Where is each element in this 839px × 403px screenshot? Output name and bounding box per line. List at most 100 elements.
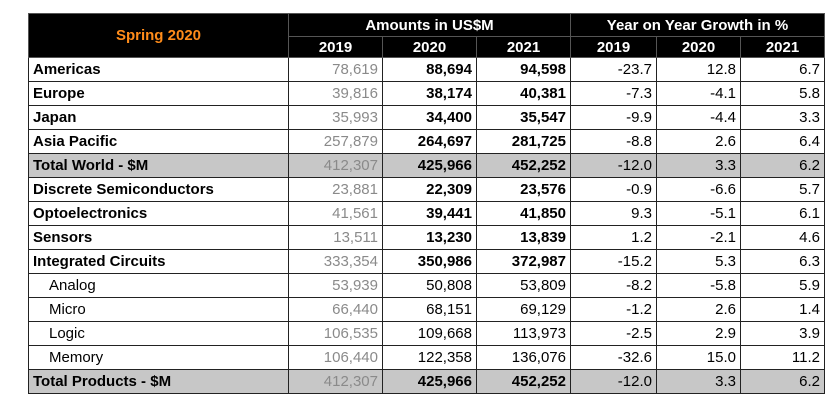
row-label: Optoelectronics bbox=[28, 201, 289, 226]
growth-2019: 1.2 bbox=[570, 225, 657, 250]
growth-2020: 2.9 bbox=[656, 321, 741, 346]
growth-2019: -1.2 bbox=[570, 297, 657, 322]
growth-2019: -15.2 bbox=[570, 249, 657, 274]
amount-2020: 39,441 bbox=[382, 201, 477, 226]
corner-label: Spring 2020 bbox=[28, 13, 289, 58]
growth-2021: 5.7 bbox=[740, 177, 825, 202]
amount-2021: 23,576 bbox=[476, 177, 571, 202]
amount-2020: 350,986 bbox=[382, 249, 477, 274]
amount-2019: 106,535 bbox=[288, 321, 383, 346]
amount-2019: 35,993 bbox=[288, 105, 383, 130]
row-label: Americas bbox=[28, 57, 289, 82]
amount-2019: 53,939 bbox=[288, 273, 383, 298]
amount-2021: 69,129 bbox=[476, 297, 571, 322]
amount-2021: 452,252 bbox=[476, 369, 571, 394]
amount-2019: 257,879 bbox=[288, 129, 383, 154]
table-row: Integrated Circuits 333,354 350,986 372,… bbox=[28, 249, 825, 274]
year-header-2021: 2021 bbox=[476, 36, 571, 58]
growth-year-header-2020: 2020 bbox=[656, 36, 741, 58]
amount-2021: 281,725 bbox=[476, 129, 571, 154]
row-label: Total World - $M bbox=[28, 153, 289, 178]
table-row: Memory 106,440 122,358 136,076 -32.6 15.… bbox=[28, 345, 825, 370]
amount-2021: 452,252 bbox=[476, 153, 571, 178]
table-row: Sensors 13,511 13,230 13,839 1.2 -2.1 4.… bbox=[28, 225, 825, 250]
growth-2020: -5.8 bbox=[656, 273, 741, 298]
growth-year-header-2021: 2021 bbox=[740, 36, 825, 58]
amount-2019: 39,816 bbox=[288, 81, 383, 106]
amount-2020: 34,400 bbox=[382, 105, 477, 130]
growth-2021: 4.6 bbox=[740, 225, 825, 250]
table-row: Micro 66,440 68,151 69,129 -1.2 2.6 1.4 bbox=[28, 297, 825, 322]
row-label: Total Products - $M bbox=[28, 369, 289, 394]
amount-2020: 50,808 bbox=[382, 273, 477, 298]
table-row: Japan 35,993 34,400 35,547 -9.9 -4.4 3.3 bbox=[28, 105, 825, 130]
amount-2020: 88,694 bbox=[382, 57, 477, 82]
growth-2021: 6.1 bbox=[740, 201, 825, 226]
amount-2019: 412,307 bbox=[288, 153, 383, 178]
year-header-2020: 2020 bbox=[382, 36, 477, 58]
growth-2020: -4.4 bbox=[656, 105, 741, 130]
growth-2019: 9.3 bbox=[570, 201, 657, 226]
amount-2020: 38,174 bbox=[382, 81, 477, 106]
amount-2021: 41,850 bbox=[476, 201, 571, 226]
growth-2021: 3.3 bbox=[740, 105, 825, 130]
table-row: Analog 53,939 50,808 53,809 -8.2 -5.8 5.… bbox=[28, 273, 825, 298]
amount-2019: 66,440 bbox=[288, 297, 383, 322]
growth-2019: -0.9 bbox=[570, 177, 657, 202]
amount-2020: 122,358 bbox=[382, 345, 477, 370]
growth-2019: -23.7 bbox=[570, 57, 657, 82]
growth-2021: 6.4 bbox=[740, 129, 825, 154]
table-row: Europe 39,816 38,174 40,381 -7.3 -4.1 5.… bbox=[28, 81, 825, 106]
amount-2021: 13,839 bbox=[476, 225, 571, 250]
amount-2019: 333,354 bbox=[288, 249, 383, 274]
growth-2021: 6.2 bbox=[740, 153, 825, 178]
row-label: Europe bbox=[28, 81, 289, 106]
total-world-row: Total World - $M 412,307 425,966 452,252… bbox=[28, 153, 825, 178]
forecast-table: Spring 2020 Amounts in US$M Year on Year… bbox=[28, 13, 825, 394]
growth-2019: -12.0 bbox=[570, 153, 657, 178]
growth-2019: -8.8 bbox=[570, 129, 657, 154]
growth-2020: 2.6 bbox=[656, 129, 741, 154]
growth-2019: -12.0 bbox=[570, 369, 657, 394]
amount-2021: 35,547 bbox=[476, 105, 571, 130]
growth-2019: -8.2 bbox=[570, 273, 657, 298]
amount-2021: 372,987 bbox=[476, 249, 571, 274]
growth-2020: 3.3 bbox=[656, 153, 741, 178]
amount-2021: 40,381 bbox=[476, 81, 571, 106]
growth-2021: 11.2 bbox=[740, 345, 825, 370]
amount-2020: 109,668 bbox=[382, 321, 477, 346]
row-label: Sensors bbox=[28, 225, 289, 250]
growth-2021: 6.2 bbox=[740, 369, 825, 394]
total-products-row: Total Products - $M 412,307 425,966 452,… bbox=[28, 369, 825, 394]
growth-year-header-2019: 2019 bbox=[570, 36, 657, 58]
table-row: Americas 78,619 88,694 94,598 -23.7 12.8… bbox=[28, 57, 825, 82]
growth-2020: 15.0 bbox=[656, 345, 741, 370]
amount-2020: 68,151 bbox=[382, 297, 477, 322]
table-row: Asia Pacific 257,879 264,697 281,725 -8.… bbox=[28, 129, 825, 154]
growth-2020: -4.1 bbox=[656, 81, 741, 106]
amount-2021: 94,598 bbox=[476, 57, 571, 82]
amount-2020: 264,697 bbox=[382, 129, 477, 154]
growth-2020: 5.3 bbox=[656, 249, 741, 274]
growth-2021: 5.9 bbox=[740, 273, 825, 298]
growth-2021: 6.7 bbox=[740, 57, 825, 82]
growth-2020: 3.3 bbox=[656, 369, 741, 394]
row-label: Discrete Semiconductors bbox=[28, 177, 289, 202]
table-row: Optoelectronics 41,561 39,441 41,850 9.3… bbox=[28, 201, 825, 226]
amount-2020: 22,309 bbox=[382, 177, 477, 202]
growth-2021: 1.4 bbox=[740, 297, 825, 322]
amount-2020: 425,966 bbox=[382, 153, 477, 178]
growth-group-header: Year on Year Growth in % bbox=[570, 13, 825, 37]
row-label: Integrated Circuits bbox=[28, 249, 289, 274]
table-row: Discrete Semiconductors 23,881 22,309 23… bbox=[28, 177, 825, 202]
growth-2020: 12.8 bbox=[656, 57, 741, 82]
growth-2019: -7.3 bbox=[570, 81, 657, 106]
row-label: Micro bbox=[28, 297, 289, 322]
growth-2019: -9.9 bbox=[570, 105, 657, 130]
year-header-2019: 2019 bbox=[288, 36, 383, 58]
amount-2019: 412,307 bbox=[288, 369, 383, 394]
growth-2021: 6.3 bbox=[740, 249, 825, 274]
row-label: Logic bbox=[28, 321, 289, 346]
amount-2021: 113,973 bbox=[476, 321, 571, 346]
growth-2020: -6.6 bbox=[656, 177, 741, 202]
